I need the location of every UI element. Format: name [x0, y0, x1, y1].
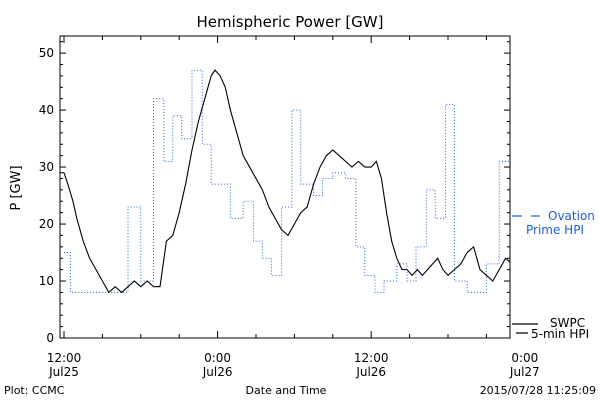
- y-axis-label: P [GW]: [9, 165, 24, 210]
- legend-swpc-label-2: 5-min HPI: [531, 327, 589, 341]
- x-tick-date-label: Jul25: [48, 365, 79, 379]
- x-tick-time-label: 12:00: [47, 351, 82, 365]
- legend-swpc-label-1: SWPC: [550, 316, 585, 330]
- footer-plot-credit: Plot: CCMC: [4, 384, 65, 397]
- x-tick-date-label: Jul26: [355, 365, 386, 379]
- y-tick-label: 10: [39, 274, 54, 288]
- chart-title: Hemispheric Power [GW]: [197, 13, 384, 31]
- y-tick-label: 30: [39, 160, 54, 174]
- footer-timestamp: 2015/07/28 11:25:09: [480, 384, 596, 397]
- legend-ovation-label-1: Ovation: [548, 209, 595, 223]
- x-tick-date-label: Jul26: [202, 365, 233, 379]
- series-swpc-line: [60, 69, 510, 294]
- x-tick-time-label: 0:00: [204, 351, 231, 365]
- x-tick-time-label: 12:00: [354, 351, 389, 365]
- y-axis: 0 10 20 30 40 50: [39, 41, 510, 345]
- series-layer: [60, 69, 510, 294]
- legend-ovation-label-2: Prime HPI: [526, 223, 584, 237]
- y-tick-label: 0: [46, 331, 54, 345]
- series-ovation-prime-line: [64, 69, 510, 293]
- plot-frame: [59, 35, 511, 339]
- x-axis-label: Date and Time: [246, 384, 327, 397]
- y-tick-label: 20: [39, 217, 54, 231]
- x-tick-date-label: Jul27: [509, 365, 540, 379]
- legend: Ovation Prime HPI SWPC 5-min HPI: [512, 209, 595, 341]
- y-tick-label: 40: [39, 103, 54, 117]
- y-tick-label: 50: [39, 46, 54, 60]
- x-tick-time-label: 0:00: [511, 351, 538, 365]
- x-axis: 12:00Jul250:00Jul2612:00Jul260:00Jul2712…: [47, 36, 540, 379]
